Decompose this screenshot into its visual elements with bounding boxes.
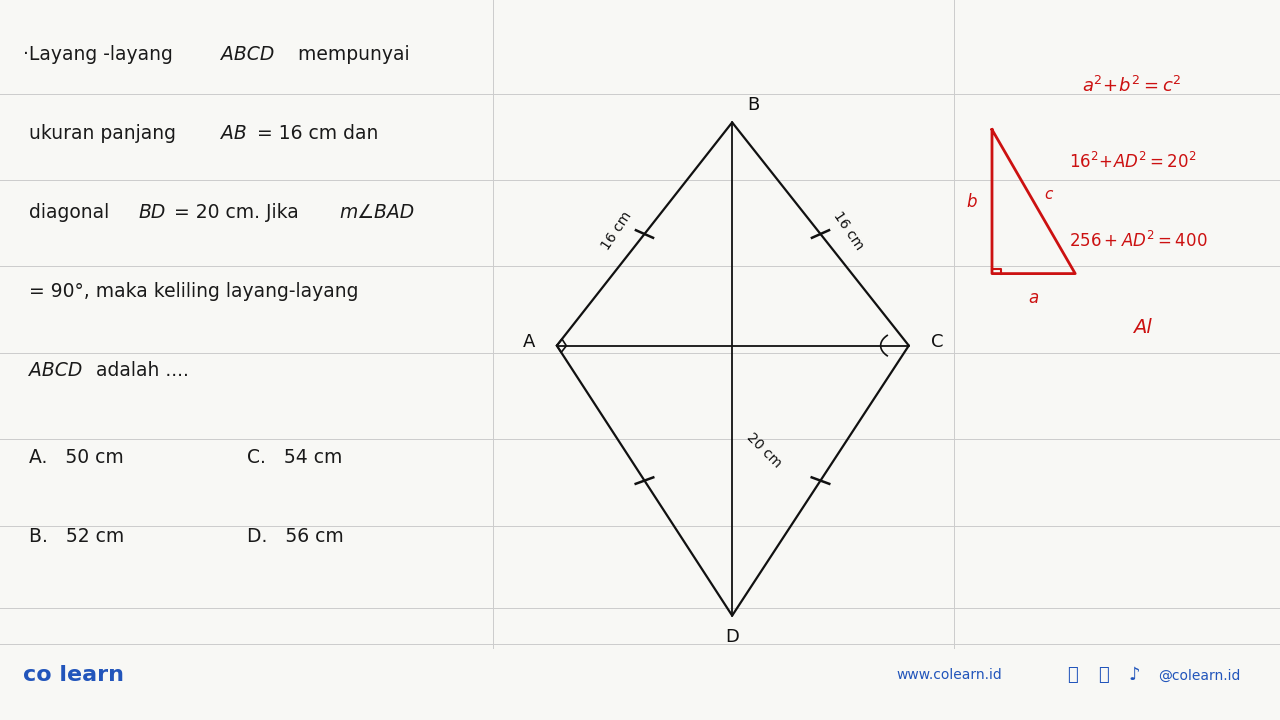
Text: ukuran panjang: ukuran panjang — [29, 124, 183, 143]
Text: AB: AB — [221, 124, 247, 143]
Text: ABCD: ABCD — [29, 361, 83, 380]
Text: m∠BAD: m∠BAD — [339, 203, 415, 222]
Text: ♪: ♪ — [1129, 667, 1139, 684]
Text: Al: Al — [1133, 318, 1152, 337]
Text: C.   54 cm: C. 54 cm — [247, 448, 343, 467]
Text: $16^2\!+\!AD^2 = 20^2$: $16^2\!+\!AD^2 = 20^2$ — [1069, 152, 1197, 172]
Text: A: A — [522, 333, 535, 351]
Text: B.   52 cm: B. 52 cm — [29, 527, 124, 546]
Text: co learn: co learn — [23, 665, 124, 685]
Text: Ⓘ: Ⓘ — [1098, 667, 1108, 684]
Text: BD: BD — [138, 203, 165, 222]
Text: = 20 cm. Jika: = 20 cm. Jika — [168, 203, 305, 222]
Text: www.colearn.id: www.colearn.id — [896, 668, 1002, 683]
Text: $a^2\!+\!b^2 = c^2$: $a^2\!+\!b^2 = c^2$ — [1082, 76, 1181, 96]
Text: Ⓕ: Ⓕ — [1068, 667, 1078, 684]
Text: = 16 cm dan: = 16 cm dan — [251, 124, 379, 143]
Text: c: c — [1044, 187, 1052, 202]
Text: 20 cm: 20 cm — [744, 430, 785, 470]
Text: 16 cm: 16 cm — [831, 209, 867, 252]
Text: adalah ....: adalah .... — [90, 361, 188, 380]
Text: C: C — [931, 333, 943, 351]
Text: B: B — [748, 96, 760, 114]
Text: $256 + AD^2 = 400$: $256 + AD^2 = 400$ — [1069, 231, 1207, 251]
Text: ·Layang -layang: ·Layang -layang — [23, 45, 179, 63]
Text: @colearn.id: @colearn.id — [1158, 668, 1240, 683]
Text: diagonal: diagonal — [29, 203, 115, 222]
Text: mempunyai: mempunyai — [292, 45, 410, 63]
Text: a: a — [1028, 289, 1039, 307]
Text: b: b — [966, 192, 977, 210]
Text: D.   56 cm: D. 56 cm — [247, 527, 344, 546]
Text: = 90°, maka keliling layang-layang: = 90°, maka keliling layang-layang — [29, 282, 358, 301]
Text: ABCD: ABCD — [221, 45, 275, 63]
Text: 16 cm: 16 cm — [599, 209, 634, 252]
Text: A.   50 cm: A. 50 cm — [29, 448, 124, 467]
Text: D: D — [726, 628, 739, 646]
